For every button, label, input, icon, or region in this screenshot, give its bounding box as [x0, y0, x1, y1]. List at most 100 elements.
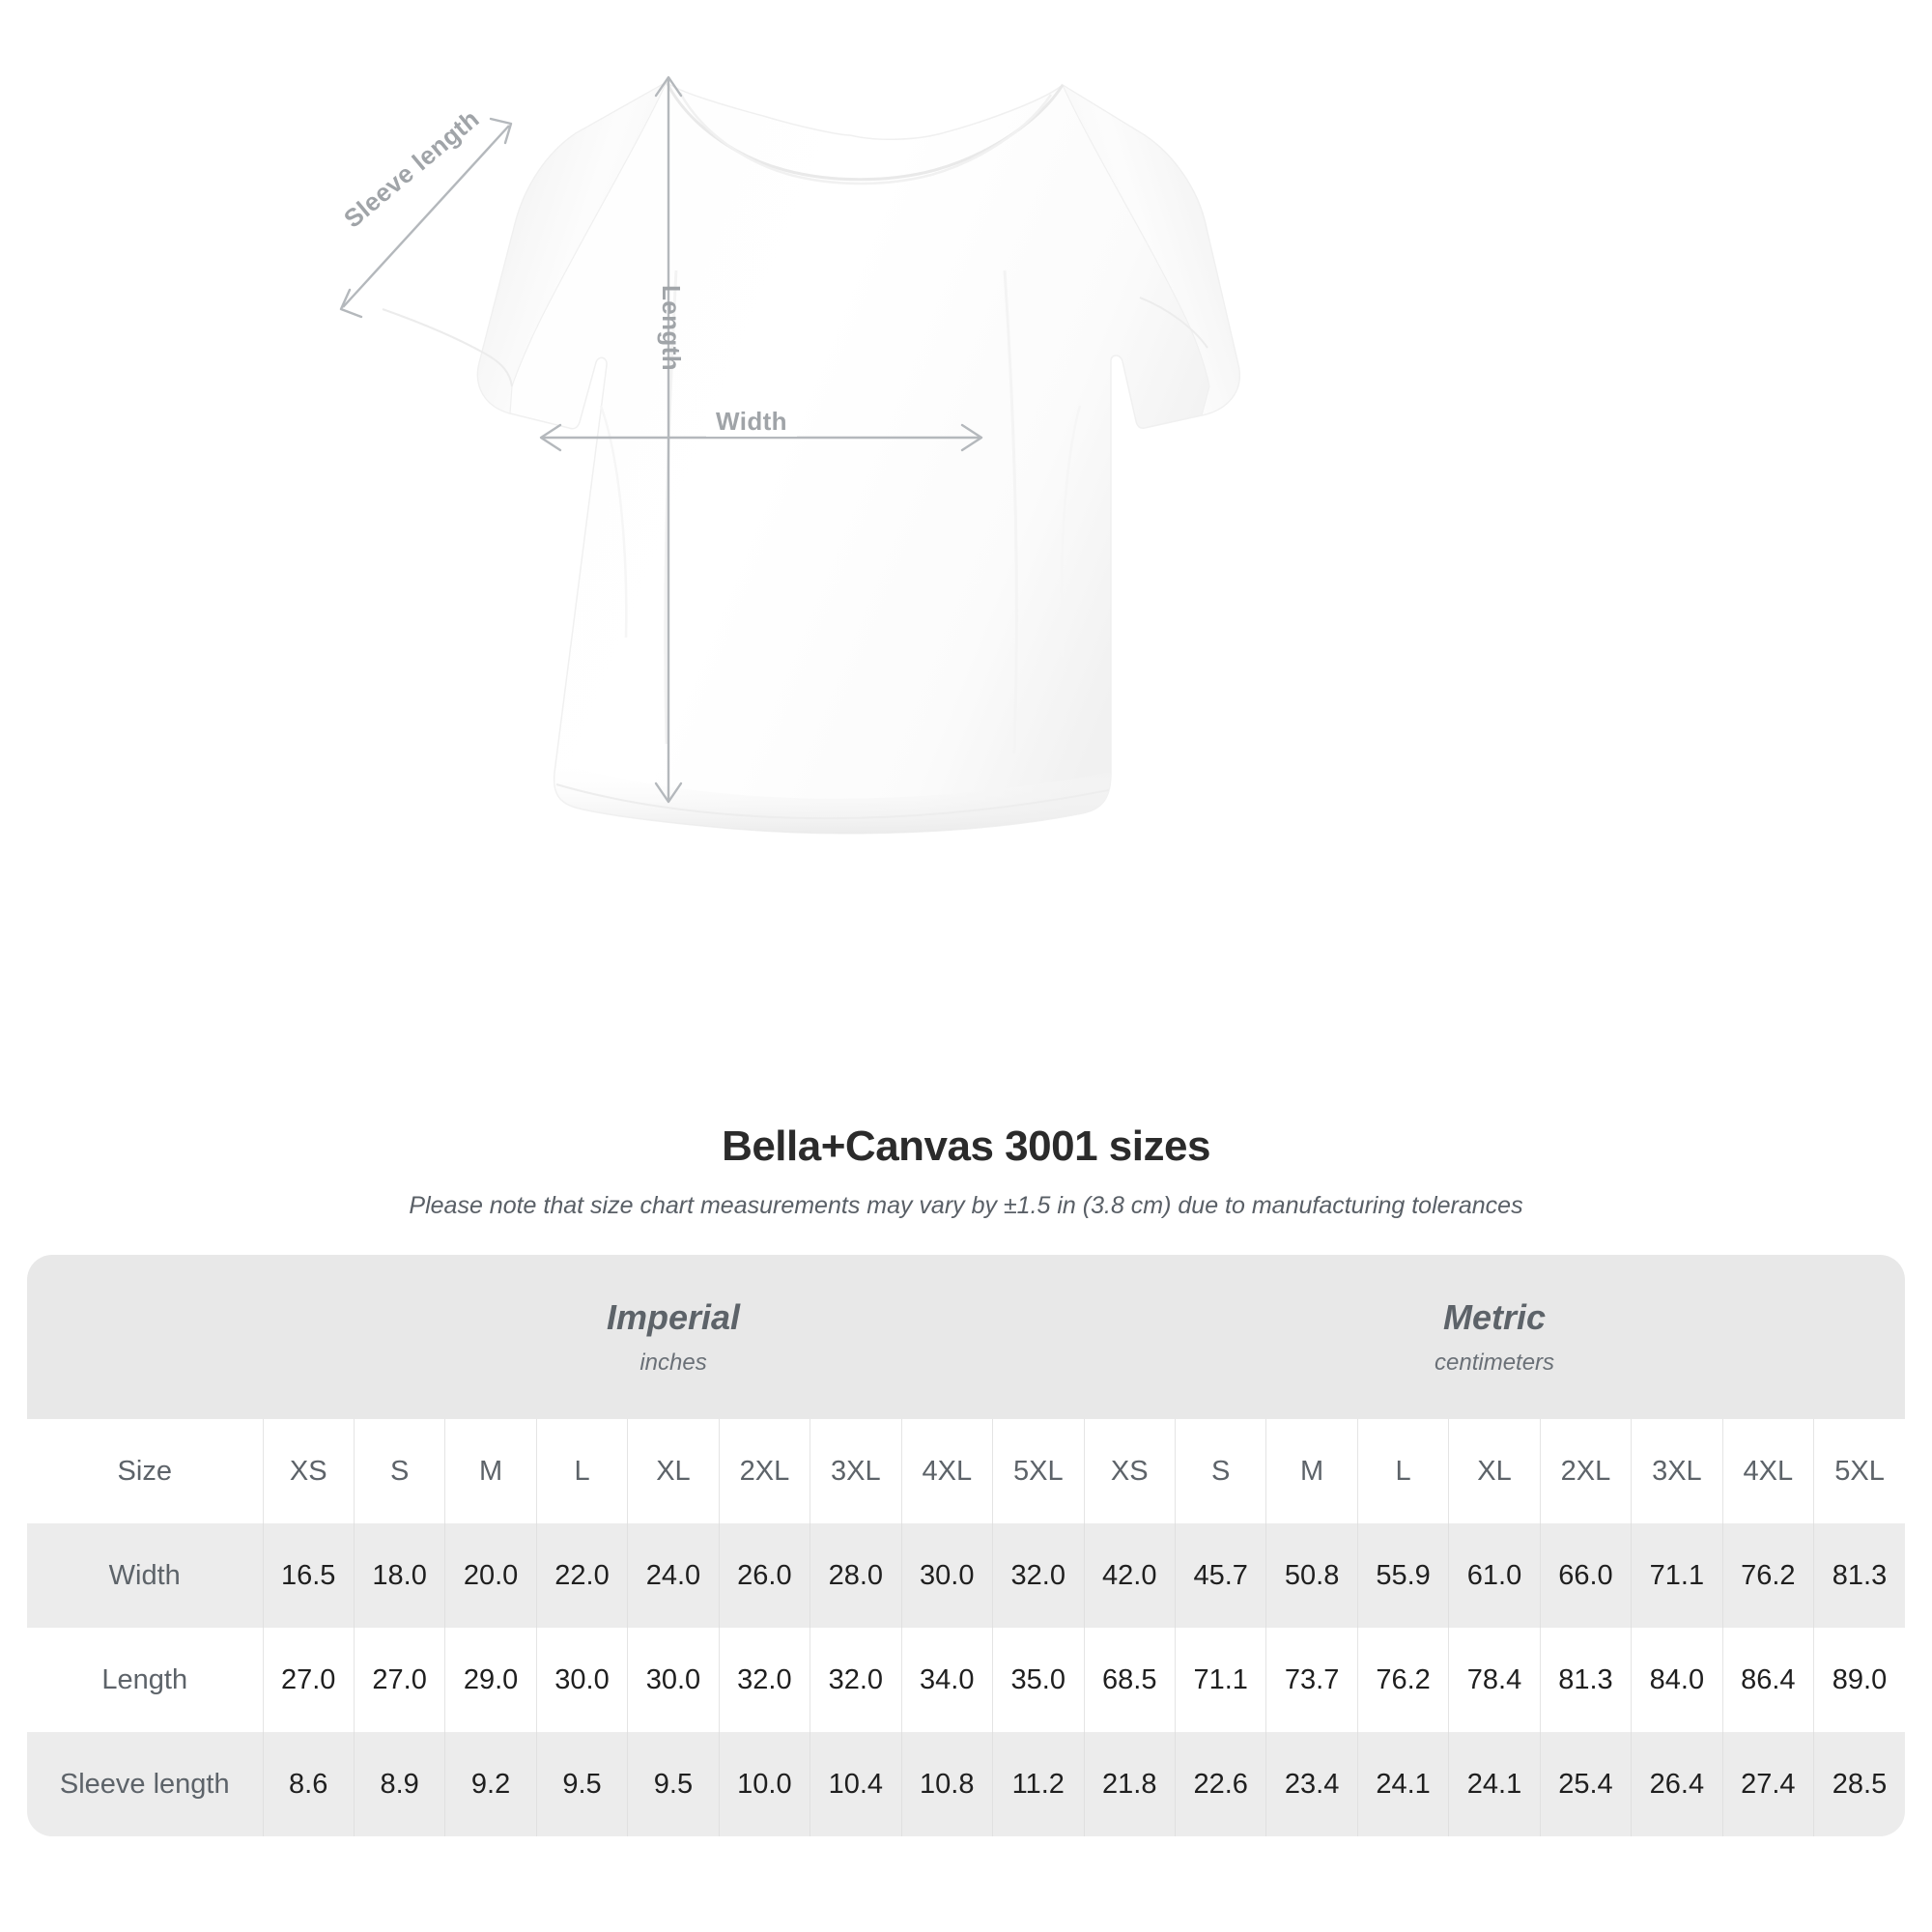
size-header-5xl-imperial: 5XL: [992, 1419, 1085, 1523]
unit-group-metric: Metric centimeters: [1084, 1255, 1905, 1419]
cell-sleeve-s-metric: 22.6: [1174, 1732, 1266, 1836]
page-title: Bella+Canvas 3001 sizes: [722, 1122, 1210, 1170]
title-block: Bella+Canvas 3001 sizes Please note that…: [0, 1111, 1932, 1220]
cell-width-4xl-metric: 76.2: [1721, 1523, 1814, 1628]
unit-group-metric-name: Metric: [1443, 1297, 1547, 1338]
unit-banner-row: Imperial inches Metric centimeters: [27, 1255, 1905, 1419]
size-header-3xl-imperial: 3XL: [810, 1419, 902, 1523]
cell-sleeve-5xl-metric: 28.5: [1813, 1732, 1905, 1836]
cell-length-xl-imperial: 30.0: [627, 1628, 720, 1732]
cell-width-xl-imperial: 24.0: [627, 1523, 720, 1628]
cell-width-s-metric: 45.7: [1174, 1523, 1266, 1628]
cell-length-xs-imperial: 27.0: [262, 1628, 355, 1732]
cell-sleeve-l-imperial: 9.5: [535, 1732, 628, 1836]
size-header-xl-metric: XL: [1448, 1419, 1541, 1523]
cell-length-5xl-imperial: 35.0: [992, 1628, 1085, 1732]
table-row: Width 16.5 18.0 20.0 22.0 24.0 26.0 28.0…: [27, 1523, 1905, 1628]
cell-length-m-imperial: 29.0: [444, 1628, 537, 1732]
cell-sleeve-4xl-metric: 27.4: [1721, 1732, 1814, 1836]
size-header-xs-imperial: XS: [262, 1419, 355, 1523]
cell-length-5xl-metric: 89.0: [1813, 1628, 1905, 1732]
tshirt-diagram-section: Sleeve length Length Width: [338, 75, 1240, 835]
measurement-arrows: [339, 75, 983, 804]
size-header-s-imperial: S: [353, 1419, 445, 1523]
length-arrow: [654, 75, 683, 804]
size-header-l-metric: L: [1356, 1419, 1449, 1523]
row-label-sleeve-length: Sleeve length: [27, 1732, 263, 1836]
cell-width-m-metric: 50.8: [1265, 1523, 1358, 1628]
width-arrow: [539, 423, 983, 452]
cell-sleeve-xl-metric: 24.1: [1448, 1732, 1541, 1836]
cell-width-2xl-metric: 66.0: [1539, 1523, 1632, 1628]
size-header-m-metric: M: [1265, 1419, 1358, 1523]
cell-sleeve-4xl-imperial: 10.8: [900, 1732, 993, 1836]
sleeve-length-arrow: [339, 117, 513, 319]
cell-sleeve-xl-imperial: 9.5: [627, 1732, 720, 1836]
row-label-width: Width: [27, 1523, 263, 1628]
size-header-row: Size XS S M L XL 2XL 3XL 4XL 5XL XS S M …: [27, 1419, 1905, 1523]
cell-width-xs-metric: 42.0: [1083, 1523, 1176, 1628]
tshirt-body-shape: [382, 80, 1240, 835]
unit-group-metric-sub: centimeters: [1435, 1349, 1555, 1376]
size-header-label: Size: [27, 1419, 263, 1523]
cell-width-5xl-imperial: 32.0: [992, 1523, 1085, 1628]
cell-length-3xl-metric: 84.0: [1631, 1628, 1723, 1732]
cell-width-5xl-metric: 81.3: [1813, 1523, 1905, 1628]
cell-sleeve-s-imperial: 8.9: [353, 1732, 445, 1836]
size-header-s-metric: S: [1174, 1419, 1266, 1523]
cell-sleeve-2xl-metric: 25.4: [1539, 1732, 1632, 1836]
unit-group-imperial-name: Imperial: [606, 1297, 741, 1338]
cell-length-m-metric: 73.7: [1265, 1628, 1358, 1732]
cell-width-3xl-imperial: 28.0: [810, 1523, 902, 1628]
cell-sleeve-3xl-metric: 26.4: [1631, 1732, 1723, 1836]
size-header-4xl-imperial: 4XL: [900, 1419, 993, 1523]
cell-width-2xl-imperial: 26.0: [718, 1523, 810, 1628]
size-header-l-imperial: L: [535, 1419, 628, 1523]
cell-sleeve-m-metric: 23.4: [1265, 1732, 1358, 1836]
size-header-xl-imperial: XL: [627, 1419, 720, 1523]
cell-length-xs-metric: 68.5: [1083, 1628, 1176, 1732]
cell-length-l-imperial: 30.0: [535, 1628, 628, 1732]
size-header-m-imperial: M: [444, 1419, 537, 1523]
tshirt-illustration: [339, 75, 1240, 835]
unit-group-imperial-sub: inches: [639, 1349, 707, 1376]
cell-width-xs-imperial: 16.5: [262, 1523, 355, 1628]
cell-width-s-imperial: 18.0: [353, 1523, 445, 1628]
tolerance-note: Please note that size chart measurements…: [409, 1192, 1523, 1219]
unit-group-imperial: Imperial inches: [263, 1255, 1085, 1419]
cell-length-3xl-imperial: 32.0: [810, 1628, 902, 1732]
size-header-4xl-metric: 4XL: [1721, 1419, 1814, 1523]
size-header-5xl-metric: 5XL: [1813, 1419, 1905, 1523]
size-header-2xl-metric: 2XL: [1539, 1419, 1632, 1523]
cell-sleeve-xs-metric: 21.8: [1083, 1732, 1176, 1836]
size-header-2xl-imperial: 2XL: [718, 1419, 810, 1523]
cell-width-l-metric: 55.9: [1356, 1523, 1449, 1628]
cell-length-4xl-metric: 86.4: [1721, 1628, 1814, 1732]
cell-sleeve-2xl-imperial: 10.0: [718, 1732, 810, 1836]
cell-sleeve-l-metric: 24.1: [1356, 1732, 1449, 1836]
unit-banner-spacer: [27, 1255, 263, 1419]
table-row: Sleeve length 8.6 8.9 9.2 9.5 9.5 10.0 1…: [27, 1732, 1905, 1836]
cell-width-xl-metric: 61.0: [1448, 1523, 1541, 1628]
cell-width-4xl-imperial: 30.0: [900, 1523, 993, 1628]
cell-length-xl-metric: 78.4: [1448, 1628, 1541, 1732]
cell-sleeve-5xl-imperial: 11.2: [992, 1732, 1085, 1836]
cell-length-2xl-imperial: 32.0: [718, 1628, 810, 1732]
cell-length-l-metric: 76.2: [1356, 1628, 1449, 1732]
cell-sleeve-3xl-imperial: 10.4: [810, 1732, 902, 1836]
cell-length-s-metric: 71.1: [1174, 1628, 1266, 1732]
cell-length-2xl-metric: 81.3: [1539, 1628, 1632, 1732]
cell-sleeve-m-imperial: 9.2: [444, 1732, 537, 1836]
table-row: Length 27.0 27.0 29.0 30.0 30.0 32.0 32.…: [27, 1628, 1905, 1732]
cell-width-m-imperial: 20.0: [444, 1523, 537, 1628]
size-chart-table-wrap: Imperial inches Metric centimeters Size …: [27, 1255, 1905, 1836]
cell-length-s-imperial: 27.0: [353, 1628, 445, 1732]
size-chart-table: Imperial inches Metric centimeters Size …: [27, 1255, 1905, 1836]
size-header-3xl-metric: 3XL: [1631, 1419, 1723, 1523]
cell-width-3xl-metric: 71.1: [1631, 1523, 1723, 1628]
cell-width-l-imperial: 22.0: [535, 1523, 628, 1628]
size-header-xs-metric: XS: [1083, 1419, 1176, 1523]
cell-sleeve-xs-imperial: 8.6: [262, 1732, 355, 1836]
cell-length-4xl-imperial: 34.0: [900, 1628, 993, 1732]
row-label-length: Length: [27, 1628, 263, 1732]
